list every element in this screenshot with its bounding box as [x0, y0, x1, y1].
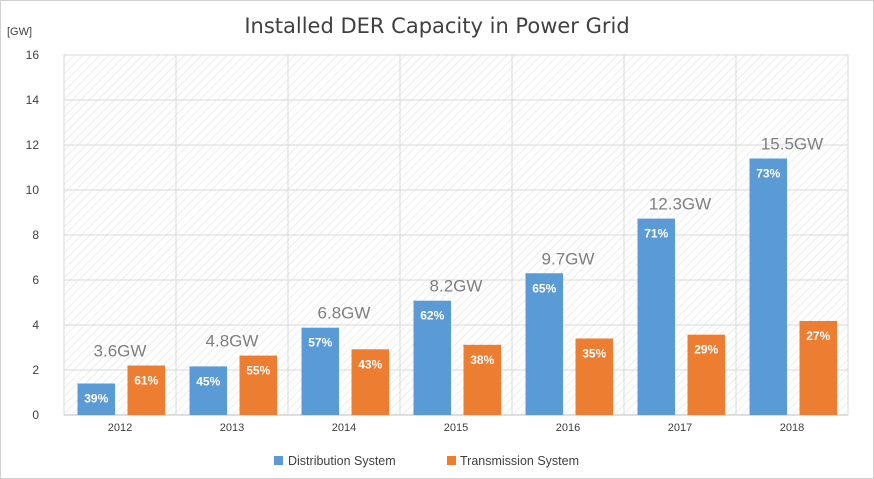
bar-percent-label: 38% — [470, 353, 494, 367]
x-tick-label: 2018 — [780, 422, 804, 434]
total-capacity-label: 6.8GW — [318, 304, 371, 323]
bar-distribution — [525, 273, 563, 415]
bar-percent-label: 29% — [694, 343, 718, 357]
total-capacity-label: 15.5GW — [761, 135, 823, 154]
y-tick-label: 4 — [32, 318, 39, 332]
total-capacity-label: 12.3GW — [649, 195, 711, 214]
total-capacity-label: 3.6GW — [94, 342, 147, 361]
bar-distribution — [637, 218, 675, 415]
legend-swatch — [274, 456, 283, 465]
bar-percent-label: 55% — [246, 364, 270, 378]
bar-transmission — [799, 320, 837, 415]
y-tick-label: 0 — [32, 408, 39, 422]
bar-percent-label: 73% — [756, 167, 780, 181]
bar-percent-label: 39% — [84, 392, 108, 406]
y-tick-label: 12 — [26, 138, 40, 152]
total-capacity-label: 8.2GW — [430, 277, 483, 296]
bar-percent-label: 43% — [358, 357, 382, 371]
bar-transmission — [127, 365, 165, 415]
bar-percent-label: 71% — [644, 227, 668, 241]
bar-distribution — [301, 327, 339, 415]
legend-label: Transmission System — [460, 454, 579, 468]
bar-percent-label: 35% — [582, 347, 606, 361]
bar-transmission — [575, 338, 613, 415]
x-tick-label: 2012 — [108, 422, 132, 434]
x-tick-label: 2015 — [444, 422, 468, 434]
x-tick-label: 2014 — [332, 422, 356, 434]
x-tick-label: 2016 — [556, 422, 580, 434]
bar-percent-label: 61% — [134, 374, 158, 388]
y-tick-label: 14 — [26, 93, 40, 107]
bar-transmission — [239, 355, 277, 415]
bar-distribution — [189, 366, 227, 415]
bar-percent-label: 27% — [806, 329, 830, 343]
legend-swatch — [447, 456, 456, 465]
bar-distribution — [749, 158, 787, 415]
bar-distribution — [413, 300, 451, 415]
bar-percent-label: 65% — [532, 281, 556, 295]
x-tick-label: 2017 — [668, 422, 692, 434]
y-tick-label: 10 — [26, 183, 40, 197]
total-capacity-label: 4.8GW — [206, 332, 259, 351]
y-tick-label: 6 — [32, 273, 39, 287]
bar-transmission — [351, 349, 389, 415]
bar-percent-label: 62% — [420, 309, 444, 323]
y-tick-label: 16 — [26, 48, 40, 62]
legend-label: Distribution System — [288, 454, 396, 468]
x-tick-label: 2013 — [220, 422, 244, 434]
bar-distribution — [77, 383, 115, 415]
bar-transmission — [463, 344, 501, 415]
y-tick-label: 8 — [32, 228, 39, 242]
total-capacity-label: 9.7GW — [542, 249, 595, 268]
chart-title: Installed DER Capacity in Power Grid — [244, 14, 629, 38]
bar-percent-label: 45% — [196, 374, 220, 388]
bar-percent-label: 57% — [308, 336, 332, 350]
y-axis-unit: [GW] — [7, 26, 32, 38]
bar-transmission — [687, 334, 725, 415]
y-tick-label: 2 — [32, 363, 39, 377]
